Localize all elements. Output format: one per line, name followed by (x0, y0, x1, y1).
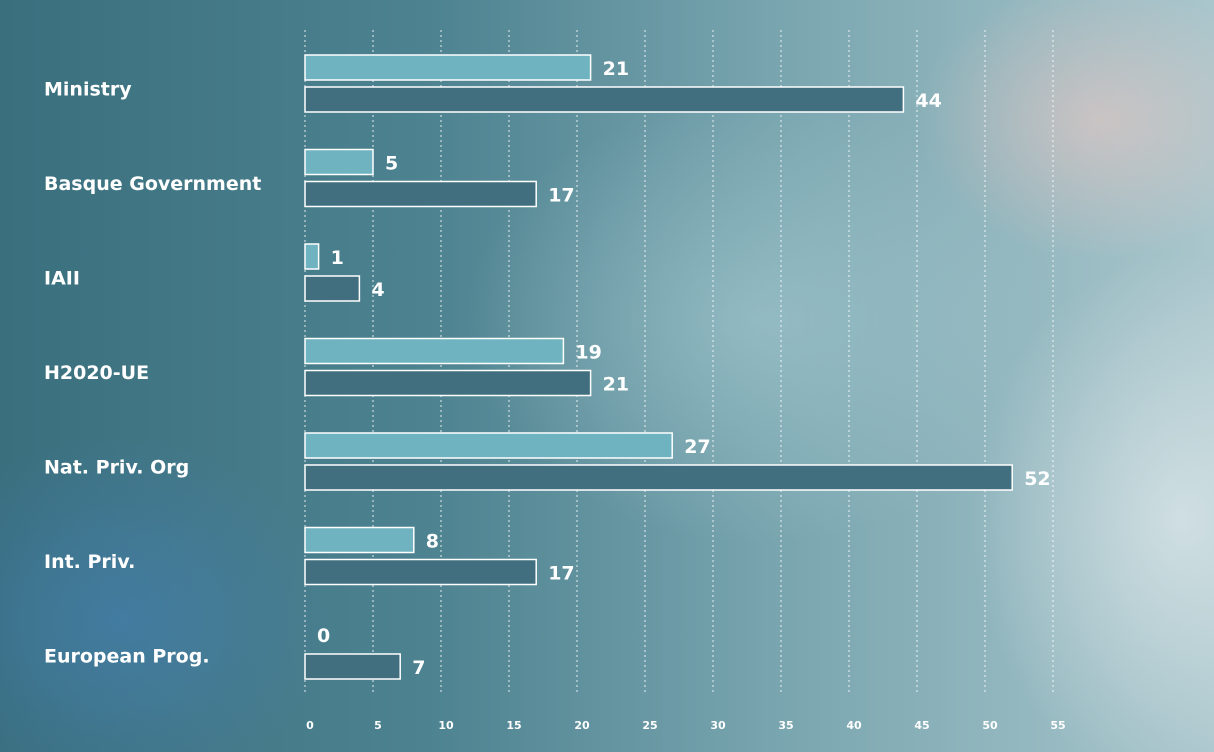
value-label: 21 (603, 58, 629, 80)
value-label: 4 (371, 279, 384, 301)
category-label: IAII (44, 268, 80, 290)
x-tick-label: 55 (1050, 719, 1065, 732)
x-tick-label: 5 (374, 719, 382, 732)
value-label: 5 (385, 153, 398, 175)
x-tick-label: 25 (642, 719, 657, 732)
bar (304, 86, 905, 113)
bar (304, 337, 565, 365)
category-label: Nat. Priv. Org (44, 457, 189, 479)
value-label: 0 (317, 625, 330, 647)
x-tick-label: 40 (846, 719, 862, 732)
value-label: 44 (915, 90, 941, 112)
x-tick-label: 20 (574, 719, 590, 732)
bar (304, 369, 592, 397)
category-label: Ministry (44, 79, 132, 101)
bar (304, 464, 1013, 491)
bar (304, 558, 537, 586)
value-label: 52 (1024, 468, 1050, 490)
x-tick-label: 15 (506, 719, 521, 732)
bar (304, 148, 374, 176)
value-label: 7 (412, 657, 425, 679)
value-label: 17 (548, 185, 574, 207)
bar (304, 54, 592, 81)
bar (304, 432, 673, 459)
value-label: 17 (548, 563, 574, 585)
x-tick-label: 30 (710, 719, 726, 732)
bar (304, 243, 320, 270)
bar (304, 275, 361, 302)
category-label: H2020-UE (44, 362, 149, 384)
bar (304, 180, 537, 208)
value-label: 1 (331, 247, 344, 269)
bar (304, 653, 401, 680)
category-label: Basque Government (44, 173, 261, 195)
x-tick-label: 50 (982, 719, 998, 732)
x-tick-label: 35 (778, 719, 793, 732)
bar (304, 526, 415, 554)
x-tick-label: 10 (438, 719, 454, 732)
value-label: 19 (575, 342, 601, 364)
category-label: Int. Priv. (44, 551, 135, 573)
x-tick-label: 0 (306, 719, 314, 732)
x-tick-label: 45 (914, 719, 929, 732)
category-label: European Prog. (44, 646, 210, 668)
value-label: 21 (603, 374, 629, 396)
value-label: 8 (426, 531, 439, 553)
value-label: 27 (684, 436, 710, 458)
